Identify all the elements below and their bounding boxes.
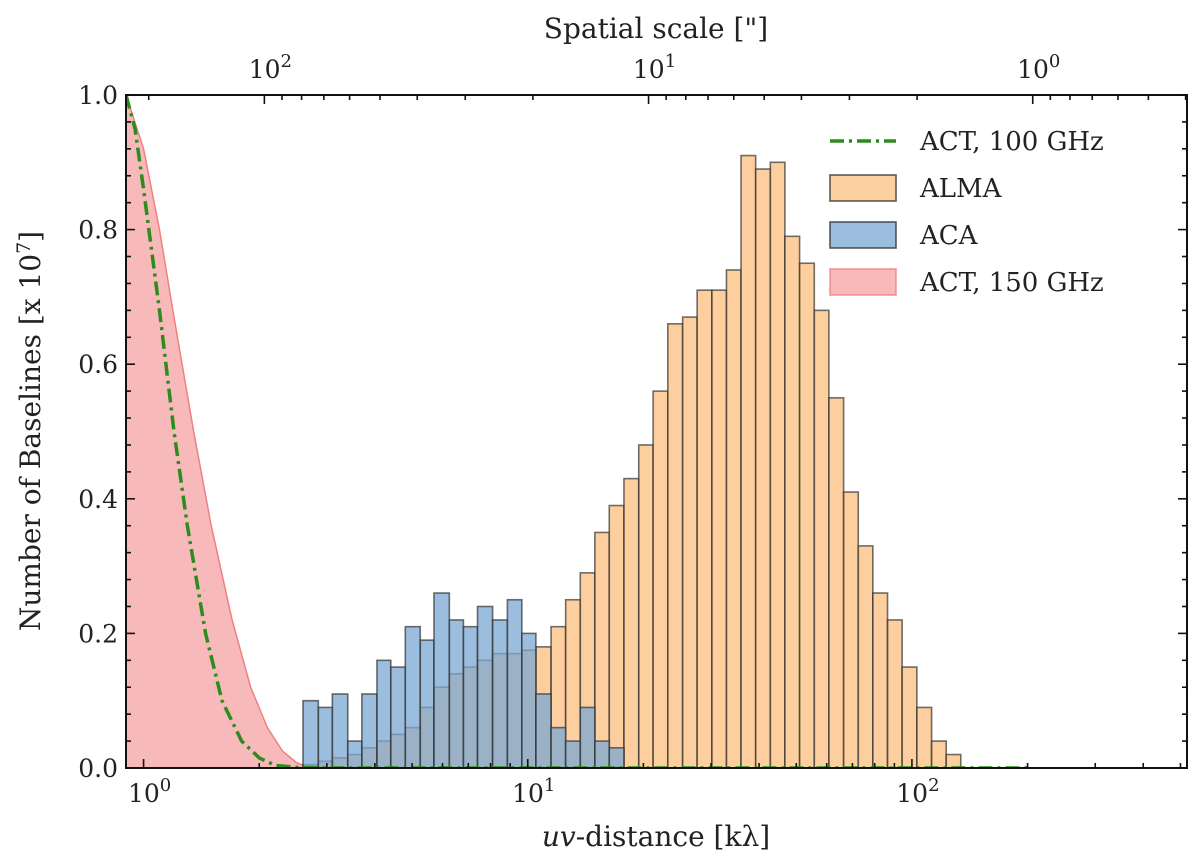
- legend-label: ACT, 100 GHz: [919, 127, 1104, 157]
- aca-bar: [491, 619, 509, 768]
- act-150ghz-area-shape: [126, 95, 310, 768]
- aca-bar: [521, 632, 537, 768]
- y-tick-label: 0.8: [78, 216, 118, 245]
- alma-bar: [608, 504, 625, 768]
- aca-bar: [346, 740, 363, 768]
- alma-bar: [711, 289, 728, 768]
- alma-bar: [696, 289, 713, 768]
- alma-bar: [681, 316, 698, 768]
- aca-bar: [404, 625, 422, 768]
- aca-bar: [376, 659, 392, 768]
- aca-bar: [302, 699, 320, 768]
- aca-bar: [419, 639, 435, 768]
- act-150ghz-area: [126, 95, 310, 768]
- alma-bar: [828, 397, 845, 768]
- alma-bar: [842, 491, 860, 768]
- alma-bar: [740, 154, 757, 768]
- alma-bar: [813, 309, 830, 768]
- aca-bar: [462, 625, 479, 768]
- x-tick-label: 100: [128, 775, 171, 808]
- legend-swatch-patch: [829, 268, 897, 296]
- alma-bar: [857, 545, 874, 768]
- x-tick-label: 102: [896, 775, 939, 808]
- aca-bar: [579, 706, 596, 768]
- legend-swatch-patch: [829, 174, 897, 202]
- legend-swatch-patch: [829, 221, 897, 249]
- alma-bar: [945, 753, 962, 768]
- aca-bar: [389, 666, 407, 768]
- x-axis-label: uv-distance [kλ]: [542, 820, 770, 853]
- legend-label: ALMA: [919, 174, 1003, 204]
- legend-label: ACA: [919, 221, 979, 251]
- aca-bar: [331, 693, 349, 768]
- alma-bar: [769, 161, 786, 768]
- top-axis-label: Spatial scale ["]: [544, 12, 768, 45]
- top-tick-label: 102: [249, 51, 292, 84]
- aca-bar: [448, 619, 465, 768]
- alma-bar: [623, 477, 640, 768]
- top-tick-label: 100: [1017, 51, 1060, 84]
- alma-bar: [872, 592, 889, 768]
- alma-bar: [784, 235, 801, 768]
- alma-bar: [652, 390, 669, 768]
- alma-bar: [916, 706, 933, 768]
- y-tick-label: 0.0: [78, 754, 118, 783]
- alma-bar: [930, 740, 948, 768]
- y-tick-label: 0.6: [78, 350, 118, 379]
- aca-bar: [594, 740, 611, 768]
- alma-bar: [754, 168, 772, 768]
- alma-bar: [667, 323, 684, 768]
- legend-label: ACT, 150 GHz: [919, 268, 1104, 298]
- aca-bar: [317, 706, 334, 768]
- y-tick-label: 0.2: [78, 619, 118, 648]
- alma-bar: [798, 262, 816, 768]
- alma-bar: [594, 531, 611, 768]
- aca-bar: [535, 693, 552, 768]
- aca-bar: [476, 605, 494, 768]
- alma-bar: [901, 666, 918, 768]
- axis-ticks: 0.0 0.2 0.4 0.6 0.8 1.0 100 101 102 102 101 100: [78, 51, 1187, 808]
- aca-bar: [361, 693, 378, 768]
- alma-bar: [886, 619, 903, 768]
- aca-bar: [550, 726, 567, 768]
- alma-bar: [637, 444, 654, 768]
- legend: ACT, 100 GHz ALMA ACA ACT, 150 GHz: [829, 127, 1104, 298]
- y-tick-label: 0.4: [78, 485, 118, 514]
- aca-bar: [608, 747, 625, 768]
- aca-bar: [564, 740, 582, 768]
- y-tick-label: 1.0: [78, 81, 118, 110]
- y-axis-label: Number of Baselines [x 107]: [13, 231, 47, 631]
- plot-frame: [125, 94, 1188, 769]
- x-tick-label: 101: [512, 775, 555, 808]
- top-tick-label: 101: [633, 51, 676, 84]
- alma-bar: [725, 269, 742, 768]
- aca-bar: [506, 598, 523, 768]
- aca-bar: [433, 592, 451, 768]
